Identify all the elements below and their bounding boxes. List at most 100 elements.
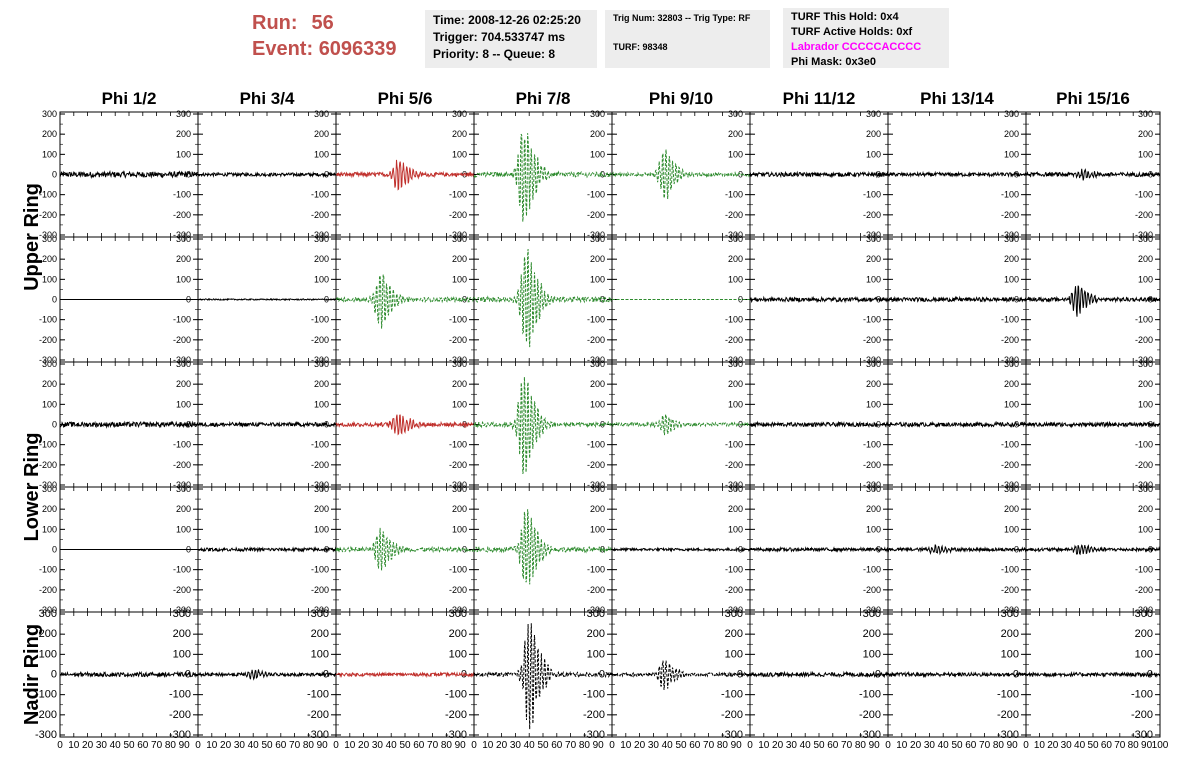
x-tick-label: 30 <box>1061 740 1073 751</box>
x-tick-label: 80 <box>441 740 453 751</box>
y-tick-label: -300 <box>1135 480 1153 490</box>
y-tick-label: -100 <box>1001 315 1019 325</box>
y-tick-label: 200 <box>452 254 467 264</box>
y-tick-label: -100 <box>449 440 467 450</box>
y-tick-label: -100 <box>35 689 57 701</box>
run-event-box: Run: 56 Event: 6096339 <box>252 10 417 66</box>
x-tick-label: 40 <box>386 740 398 751</box>
y-tick-label: -100 <box>173 315 191 325</box>
y-tick-label: -200 <box>1001 335 1019 345</box>
x-tick-label: 50 <box>951 740 963 751</box>
y-tick-label: -100 <box>445 689 467 701</box>
y-tick-label: 300 <box>1138 234 1153 244</box>
y-tick-label: -100 <box>39 440 57 450</box>
y-tick-label: 200 <box>728 129 743 139</box>
time-line: Time: 2008-12-26 02:25:20 <box>433 13 581 27</box>
turf-hold-line: TURF This Hold: 0x4 <box>791 11 899 23</box>
y-tick-label: -100 <box>1131 689 1153 701</box>
waveform-line <box>1025 285 1161 317</box>
y-tick-label: 200 <box>725 628 743 640</box>
run-label: Run: <box>252 12 298 34</box>
y-tick-label: -200 <box>39 460 57 470</box>
y-tick-label: 0 <box>52 420 57 430</box>
y-tick-label: -200 <box>311 460 329 470</box>
y-tick-label: 300 <box>452 359 467 369</box>
waveform-line <box>1026 420 1161 429</box>
y-tick-label: 300 <box>587 608 605 620</box>
y-tick-label: 300 <box>590 484 605 494</box>
x-tick-label: 40 <box>110 740 122 751</box>
run-row: Run: 56 <box>252 10 417 36</box>
y-tick-label: -200 <box>311 335 329 345</box>
y-tick-label: -200 <box>725 335 743 345</box>
x-tick-label: 50 <box>399 740 411 751</box>
x-tick-label: 10 <box>896 740 908 751</box>
x-tick-label: 10 <box>68 740 80 751</box>
y-tick-label: -300 <box>445 729 467 741</box>
x-tick-label: 0 <box>1023 740 1029 751</box>
y-tick-label: 300 <box>728 234 743 244</box>
y-tick-label: 200 <box>173 628 191 640</box>
x-tick-label: 0 <box>471 740 477 751</box>
y-tick-label: 100 <box>866 274 881 284</box>
y-tick-label: -300 <box>587 230 605 240</box>
y-tick-label: 200 <box>1004 379 1019 389</box>
y-tick-label: 100 <box>1135 648 1153 660</box>
priority-line: Priority: 8 -- Queue: 8 <box>433 47 556 61</box>
x-tick-label: 50 <box>123 740 135 751</box>
y-tick-label: 200 <box>1138 379 1153 389</box>
x-tick-label: 0 <box>333 740 339 751</box>
y-tick-label: 100 <box>1138 274 1153 284</box>
y-tick-label: 300 <box>728 109 743 119</box>
y-tick-label: 300 <box>1138 484 1153 494</box>
y-tick-label: 200 <box>1004 254 1019 264</box>
y-tick-label: -100 <box>721 689 743 701</box>
waveform-line <box>197 669 337 681</box>
y-tick-label: -200 <box>1135 460 1153 470</box>
y-tick-label: -300 <box>583 729 605 741</box>
x-tick-label: 80 <box>165 740 177 751</box>
y-tick-label: -200 <box>863 335 881 345</box>
y-tick-label: 200 <box>590 504 605 514</box>
y-tick-label: 100 <box>42 274 57 284</box>
y-tick-label: 200 <box>866 129 881 139</box>
y-tick-label: 200 <box>866 504 881 514</box>
trigger-line: Trigger: 704.533747 ms <box>433 30 566 44</box>
column-title: Phi 7/8 <box>516 89 571 108</box>
y-tick-label: 200 <box>1001 628 1019 640</box>
y-tick-label: 300 <box>590 359 605 369</box>
y-tick-label: 300 <box>452 484 467 494</box>
waveform-line <box>473 249 613 348</box>
x-tick-label: 50 <box>537 740 549 751</box>
y-tick-label: 300 <box>449 608 467 620</box>
y-tick-label: -100 <box>449 190 467 200</box>
x-tick-label: 90 <box>593 740 605 751</box>
y-tick-label: 200 <box>39 628 57 640</box>
y-tick-label: -200 <box>173 460 191 470</box>
y-tick-label: 300 <box>590 234 605 244</box>
y-tick-label: -100 <box>1135 315 1153 325</box>
column-title: Phi 11/12 <box>783 89 856 108</box>
waveform-line <box>1025 168 1161 181</box>
y-tick-label: -100 <box>725 565 743 575</box>
y-tick-label: 200 <box>1138 254 1153 264</box>
y-tick-label: -300 <box>587 480 605 490</box>
x-tick-label: 90 <box>455 740 467 751</box>
x-tick-label: 20 <box>772 740 784 751</box>
y-tick-label: -100 <box>725 440 743 450</box>
y-tick-label: -200 <box>587 460 605 470</box>
column-title: Phi 5/6 <box>378 89 433 108</box>
y-tick-label: -300 <box>39 355 57 365</box>
x-tick-label: 0 <box>885 740 891 751</box>
y-tick-label: -200 <box>449 460 467 470</box>
y-tick-label: 200 <box>452 504 467 514</box>
y-tick-label: 0 <box>186 170 191 180</box>
y-tick-label: -200 <box>863 460 881 470</box>
x-tick-label: 70 <box>565 740 577 751</box>
y-tick-label: 300 <box>452 109 467 119</box>
y-tick-label: -300 <box>587 355 605 365</box>
y-tick-label: -300 <box>449 605 467 615</box>
y-tick-label: 300 <box>42 359 57 369</box>
waveform-line <box>335 274 475 329</box>
y-tick-label: -100 <box>449 565 467 575</box>
